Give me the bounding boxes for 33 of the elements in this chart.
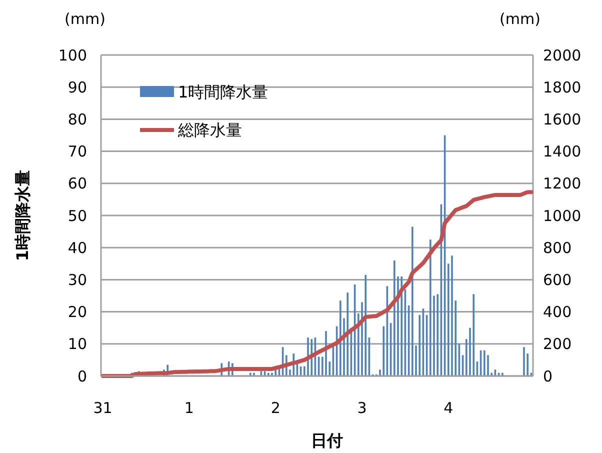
y-tick-label: 80: [68, 110, 87, 128]
y-tick-label: 50: [68, 206, 87, 225]
x-tick-label: 1: [184, 399, 194, 417]
y-tick-label: 100: [58, 46, 87, 64]
y2-tick-label: 1800: [543, 78, 582, 96]
y-tick-label: 70: [68, 142, 87, 161]
y-tick-label: 0: [77, 367, 87, 386]
y-tick-label: 30: [68, 270, 87, 289]
x-tick-label: 4: [444, 399, 454, 417]
x-axis-title: 日付: [311, 431, 343, 450]
y-tick-label: 10: [68, 335, 87, 354]
text: (mm): [64, 10, 106, 28]
y2-tick-label: 2000: [543, 46, 582, 64]
y2-tick-label: 200: [543, 335, 572, 354]
x-tick-label: 31: [93, 399, 112, 417]
y2-tick-label: 400: [543, 303, 572, 322]
legend-label: 総降水量: [177, 120, 242, 140]
legend-label: 1時間降水量: [178, 82, 268, 102]
y-tick-label: 20: [68, 303, 87, 322]
y-tick-label: 90: [68, 78, 87, 96]
x-tick-label: 3: [357, 399, 367, 417]
y-axis-title: 1時間降水量: [13, 170, 32, 262]
y2-tick-label: 800: [543, 238, 572, 257]
y2-tick-label: 1200: [543, 174, 582, 193]
x-tick-label: 2: [270, 399, 280, 417]
y2-tick-label: 600: [543, 270, 572, 289]
y2-tick-label: 0: [543, 367, 553, 386]
text: (mm): [500, 10, 540, 28]
y-tick-label: 40: [68, 238, 87, 257]
y2-tick-label: 1400: [543, 142, 582, 161]
y2-tick-label: 1600: [543, 110, 582, 128]
y2-tick-label: 1000: [543, 206, 582, 225]
y-tick-label: 60: [68, 174, 87, 193]
